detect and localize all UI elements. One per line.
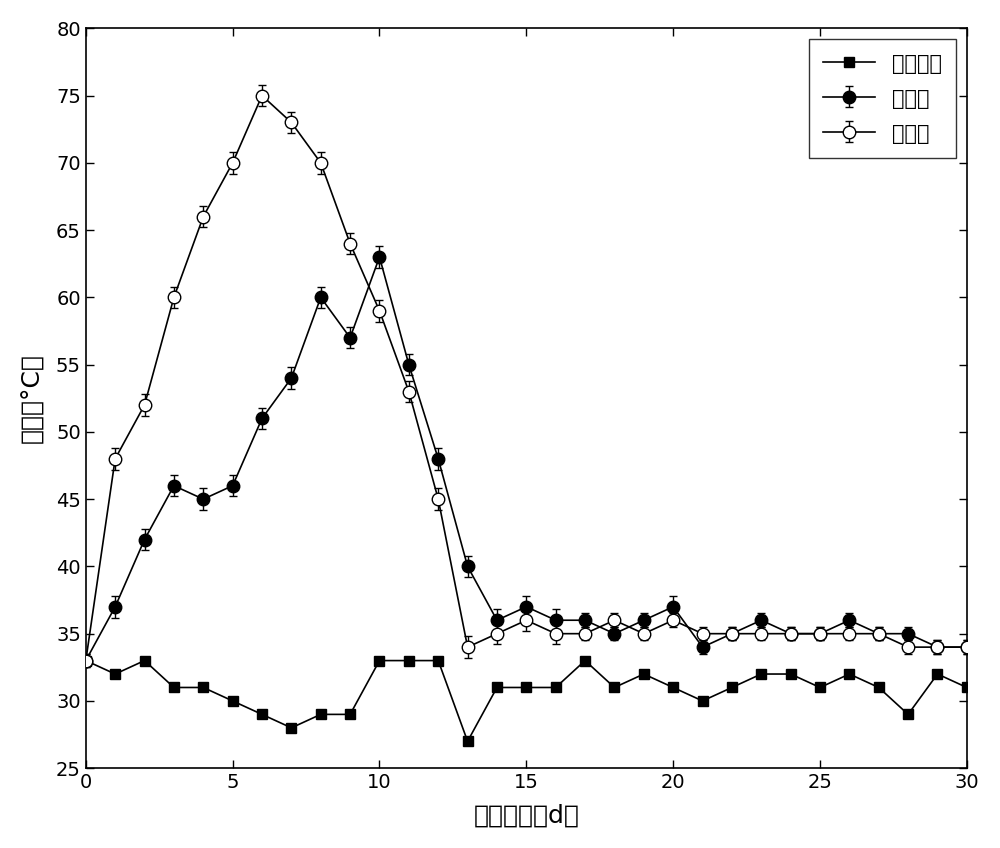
- 环境温度: [344, 709, 356, 719]
- 环境温度: [109, 669, 121, 679]
- 环境温度: [726, 683, 738, 693]
- 环境温度: [285, 722, 297, 733]
- 环境温度: [432, 656, 444, 666]
- 环境温度: [315, 709, 327, 719]
- 环境温度: [168, 683, 180, 693]
- Line: 环境温度: 环境温度: [81, 656, 972, 746]
- Legend: 环境温度, 对照组, 实验组: 环境温度, 对照组, 实验组: [809, 39, 956, 159]
- 环境温度: [961, 683, 973, 693]
- 环境温度: [227, 696, 239, 706]
- 环境温度: [843, 669, 855, 679]
- 环境温度: [491, 683, 503, 693]
- 环境温度: [462, 736, 474, 746]
- X-axis label: 堆肥时间（d）: 堆肥时间（d）: [473, 803, 579, 827]
- 环境温度: [256, 709, 268, 719]
- 环境温度: [608, 683, 620, 693]
- 环境温度: [638, 669, 650, 679]
- 环境温度: [931, 669, 943, 679]
- 环境温度: [814, 683, 826, 693]
- 环境温度: [785, 669, 797, 679]
- 环境温度: [873, 683, 885, 693]
- 环境温度: [403, 656, 415, 666]
- 环境温度: [197, 683, 209, 693]
- 环境温度: [697, 696, 709, 706]
- 环境温度: [80, 656, 92, 666]
- 环境温度: [755, 669, 767, 679]
- 环境温度: [139, 656, 151, 666]
- 环境温度: [373, 656, 385, 666]
- Y-axis label: 温度（°C）: 温度（°C）: [21, 354, 45, 444]
- 环境温度: [550, 683, 562, 693]
- 环境温度: [902, 709, 914, 719]
- 环境温度: [579, 656, 591, 666]
- 环境温度: [667, 683, 679, 693]
- 环境温度: [520, 683, 532, 693]
